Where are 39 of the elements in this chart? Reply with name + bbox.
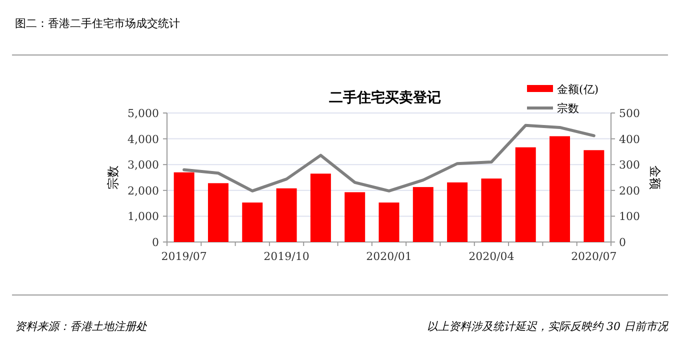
bar — [447, 182, 468, 242]
x-tick-label: 2020/07 — [571, 250, 617, 263]
y-tick-label: 5,000 — [128, 107, 159, 120]
bar — [378, 202, 400, 242]
y-tick-label: 2,000 — [128, 184, 159, 198]
text: 图二：香港二手住宅市场成交统计 — [15, 17, 180, 30]
bar — [276, 188, 297, 242]
y-tick-label: 4,000 — [128, 132, 159, 146]
y-tick-label: 1,000 — [128, 210, 159, 224]
y2-axis-title: 金额 — [648, 166, 662, 190]
chart-title: 二手住宅买卖登记 — [329, 89, 441, 106]
y2-tick-label: 400 — [619, 132, 640, 146]
y2-tick-label: 100 — [619, 210, 640, 224]
legend-label: 宗数 — [557, 102, 579, 115]
bar — [481, 178, 502, 242]
y-axis-title: 宗数 — [106, 166, 120, 190]
y-tick-label: 3,000 — [128, 158, 159, 172]
bar — [412, 187, 434, 242]
bar — [550, 136, 570, 242]
line-series — [182, 124, 596, 192]
bar — [584, 150, 604, 242]
x-tick-label: 2020/04 — [468, 250, 514, 263]
y-tick-label: 0 — [152, 236, 159, 249]
bar — [242, 202, 263, 242]
y2-tick-label: 300 — [619, 158, 640, 172]
bar — [208, 183, 228, 242]
x-tick-label: 2019/10 — [264, 250, 310, 263]
x-tick-label: 2020/01 — [366, 250, 412, 263]
bar — [344, 192, 366, 242]
bar — [515, 147, 536, 242]
text: 资料来源：香港土地注册处 — [15, 320, 148, 333]
y2-tick-label: 500 — [619, 107, 640, 120]
text: 以上资料涉及统计延迟，实际反映约 30 日前市况 — [427, 320, 669, 333]
x-tick-label: 2019/07 — [161, 250, 207, 263]
legend-label: 金额(亿) — [557, 83, 599, 96]
bar — [310, 174, 331, 242]
y2-tick-label: 200 — [619, 184, 640, 198]
bar — [174, 172, 194, 242]
y2-tick-label: 0 — [619, 236, 626, 249]
